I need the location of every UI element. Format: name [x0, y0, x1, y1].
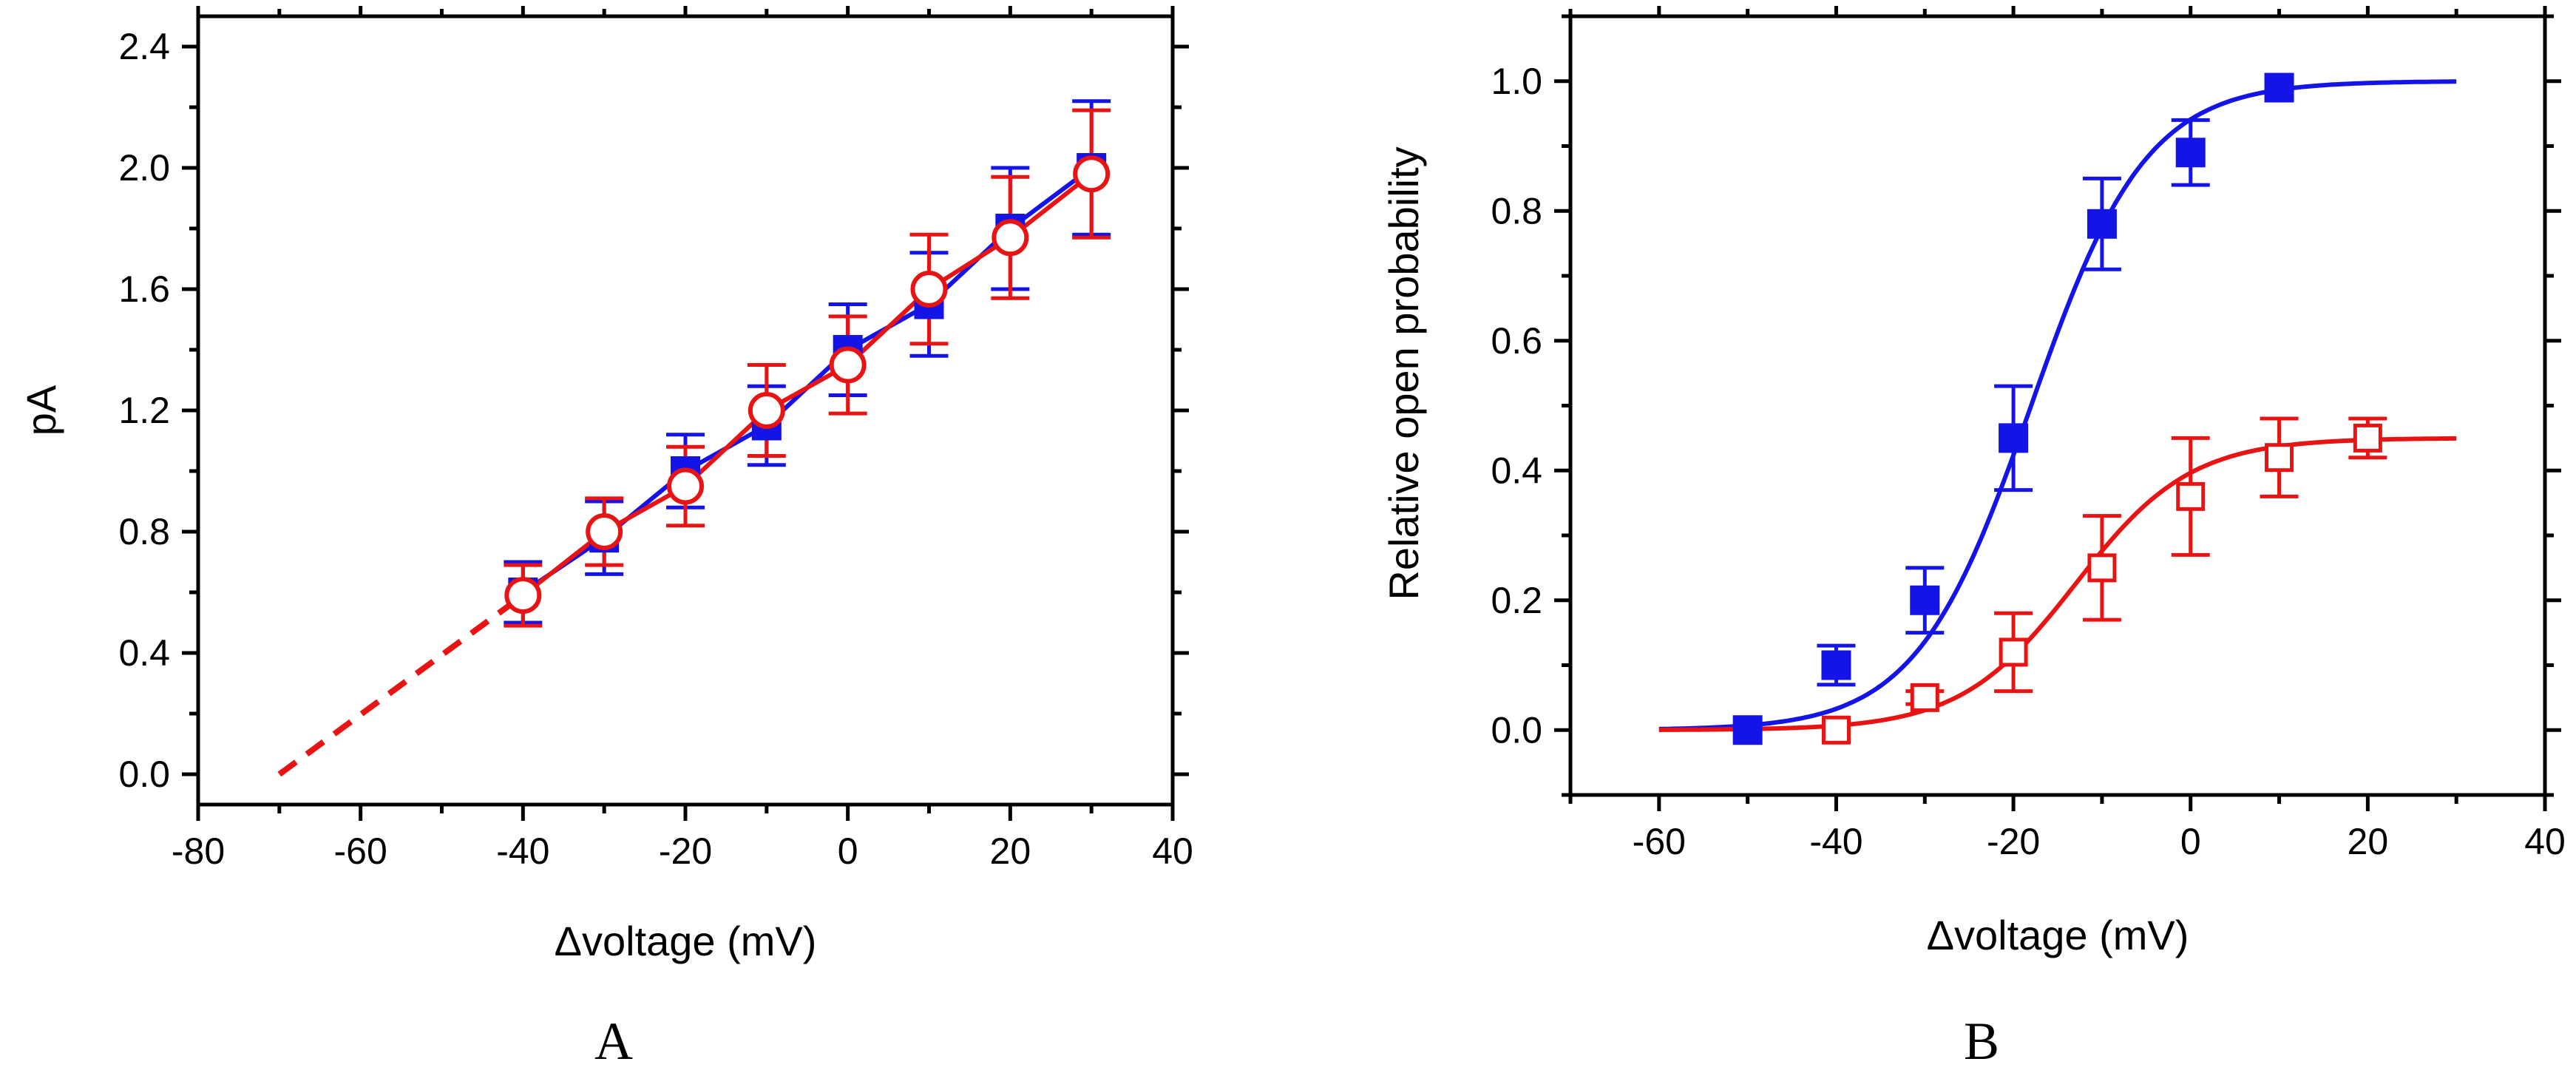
panel-a-x-axis-label: Δvoltage (mV)	[555, 918, 817, 964]
panel-b-fit-curve-0	[1658, 79, 2457, 731]
panel-b-plot-frame	[1568, 14, 2547, 797]
panel-b-data-point-open-square	[1821, 715, 1851, 745]
panel-b-y-tick-label: 0.8	[1491, 190, 1542, 231]
panel-a-data-point-open-circle	[586, 513, 623, 550]
panel-a-y-axis-label: pA	[18, 385, 64, 436]
panel-b-x-tick-label: -20	[1987, 821, 2040, 862]
panel-a-data-point-open-circle	[829, 346, 867, 384]
panel-a-x-tick-label: 0	[838, 830, 858, 872]
panel-b-data-point-open-square	[2176, 481, 2206, 511]
panel-b-data	[1658, 72, 2457, 745]
panel-b-data-point-open-square	[2265, 443, 2294, 473]
panel-b-x-tick-label: -40	[1809, 821, 1862, 862]
panel-a-data-point-open-circle	[992, 219, 1029, 257]
panel-a-data-point-open-circle	[748, 392, 785, 429]
panel-b-x-tick-label: -60	[1633, 821, 1686, 862]
panel-b-ticks	[1554, 6, 2561, 811]
panel-a-data-point-open-circle	[667, 467, 704, 505]
panel-a-data-point-open-circle	[504, 577, 542, 615]
panel-a-x-tick-label: -80	[172, 830, 225, 872]
panel-a-tick-labels: -80 -60 -40 -20 0 20 40 0.0 0.4 0.8 1.2 1.6 2.0 2.4	[118, 26, 1193, 872]
panel-b-y-axis-label: Relative open probability	[1380, 146, 1427, 600]
panel-b-data-point-filled-square	[2175, 138, 2206, 168]
panel-b-x-tick-label: 0	[2180, 821, 2201, 862]
panel-b-x-tick-label: 40	[2524, 821, 2566, 862]
panel-b-y-tick-label: 1.0	[1491, 61, 1542, 102]
panel-a-x-tick-label: -40	[496, 830, 549, 872]
panel-a-y-tick-label: 2.4	[118, 26, 170, 67]
panel-a-label: A	[594, 1012, 633, 1071]
panel-b-data-point-filled-square	[1732, 715, 1763, 745]
panel-a-y-tick-label: 0.8	[118, 511, 170, 552]
panel-b-fit-curve-1	[1658, 436, 2457, 732]
panel-a-data	[277, 99, 1111, 777]
panel-a-plot-frame	[196, 14, 1175, 807]
panel-a-y-tick-label: 1.2	[118, 390, 170, 431]
panel-b-y-tick-label: 0.4	[1491, 450, 1542, 491]
panel-b-y-tick-label: 0.0	[1491, 709, 1542, 751]
panel-a-data-point-open-circle	[1073, 155, 1111, 193]
panel-b-label: B	[1964, 1012, 1999, 1071]
panel-a-data-point-open-circle	[910, 271, 948, 308]
panel-b-y-tick-label: 0.6	[1491, 320, 1542, 362]
panel-b-data-point-open-square	[1910, 683, 1939, 712]
panel-b-data-point-filled-square	[2087, 209, 2117, 239]
panel-a-x-tick-label: 40	[1152, 830, 1193, 872]
panel-b-data-point-open-square	[2353, 423, 2382, 453]
panel-b-tick-labels: -60 -40 -20 0 20 40 0.0 0.2 0.4 0.6 0.8 1.0	[1491, 61, 2565, 862]
panel-b-data-point-filled-square	[1910, 585, 1940, 615]
panel-b-data-point-filled-square	[1999, 423, 2029, 453]
panel-b-x-axis-label: Δvoltage (mV)	[1927, 912, 2189, 958]
panel-b-y-tick-label: 0.2	[1491, 580, 1542, 621]
panel-a-ticks	[182, 6, 1189, 821]
panel-a: -80 -60 -40 -20 0 20 40 0.0 0.4 0.8 1.2 1.6 2.0 2.4 Δ…	[18, 6, 1193, 1071]
panel-b-data-point-filled-square	[2264, 72, 2294, 103]
panel-b-data-point-filled-square	[1821, 650, 1851, 680]
panel-a-x-tick-label: 20	[990, 830, 1031, 872]
panel-a-extrapolation-line	[277, 592, 525, 777]
panel-a-y-tick-label: 0.4	[118, 632, 170, 674]
panel-a-x-tick-label: -20	[659, 830, 712, 872]
panel-a-y-tick-label: 0.0	[118, 754, 170, 795]
panel-b-x-tick-label: 20	[2348, 821, 2389, 862]
panel-a-y-tick-label: 2.0	[118, 147, 170, 189]
panel-a-y-tick-label: 1.6	[118, 268, 170, 310]
panel-b: -60 -40 -20 0 20 40 0.0 0.2 0.4 0.6 0.8 1.0 Δvoltag…	[1380, 6, 2566, 1071]
panel-b-data-point-open-square	[2087, 553, 2117, 583]
panel-a-x-tick-label: -60	[334, 830, 387, 872]
panel-b-data-point-open-square	[1999, 637, 2028, 667]
